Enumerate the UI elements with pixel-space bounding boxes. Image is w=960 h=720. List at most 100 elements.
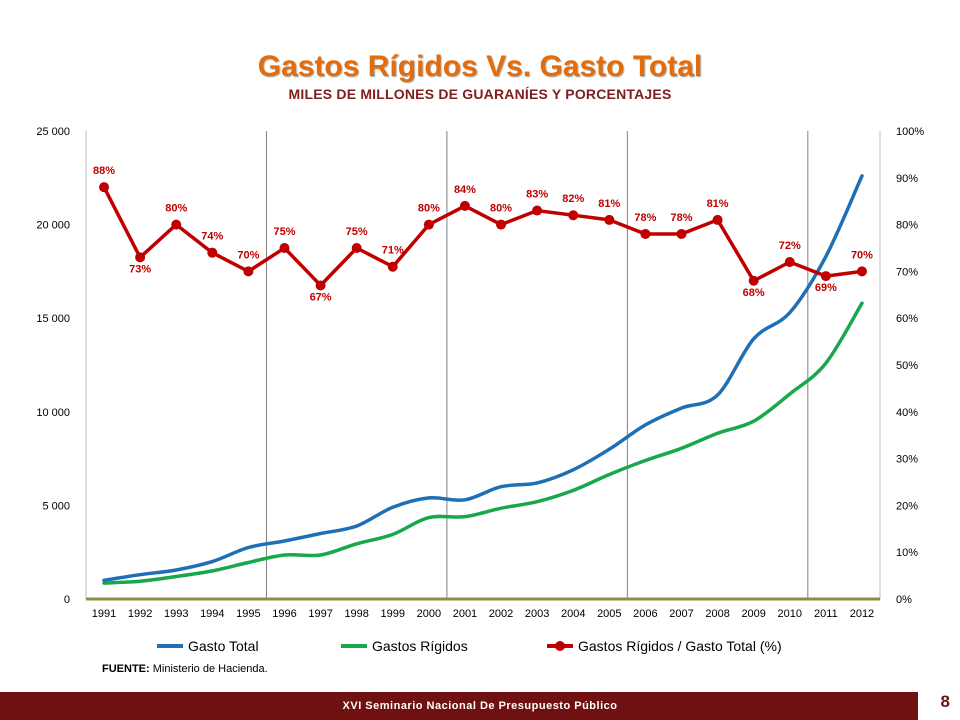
x-tick-label: 2011 xyxy=(814,608,838,620)
y-right-tick-label: 80% xyxy=(896,220,918,232)
ratio-data-label: 82% xyxy=(562,193,584,205)
ratio-point xyxy=(171,219,182,230)
ratio-point xyxy=(423,219,434,230)
ratio-point xyxy=(640,228,651,239)
legend-marker xyxy=(555,641,565,651)
x-tick-label: 1999 xyxy=(381,608,405,620)
ratio-point xyxy=(712,214,723,225)
y-left-tick-label: 20 000 xyxy=(36,220,70,232)
gasto-total-line xyxy=(102,174,864,583)
chart-subtitle: MILES DE MILLONES DE GUARANÍES Y PORCENT… xyxy=(288,86,672,102)
ratio-point xyxy=(351,243,362,253)
ratio-data-label: 81% xyxy=(707,198,729,210)
ratio-point xyxy=(387,261,398,272)
page-number: 8 xyxy=(940,692,950,711)
y-right-tick-label: 20% xyxy=(896,500,918,512)
ratio-data-label: 75% xyxy=(346,226,368,238)
ratio-data-label: 78% xyxy=(670,212,692,224)
ratio-point xyxy=(676,228,687,239)
ratio-data-label: 80% xyxy=(418,203,440,215)
gastos-rigidos-line xyxy=(102,301,864,585)
x-tick-label: 1998 xyxy=(344,608,368,620)
x-tick-label: 2009 xyxy=(741,608,765,620)
ratio-data-label: 81% xyxy=(598,198,620,210)
ratio-point xyxy=(748,275,759,286)
ratio-point xyxy=(135,252,146,263)
source-text: Ministerio de Hacienda. xyxy=(149,663,268,675)
ratio-data-label: 74% xyxy=(201,231,223,243)
y-left-tick-label: 5 000 xyxy=(42,500,70,512)
footer-bar: XVI Seminario Nacional De Presupuesto Pú… xyxy=(0,692,960,720)
ratio-data-label: 72% xyxy=(779,240,801,252)
y-left-tick-label: 10 000 xyxy=(36,407,70,419)
ratio-point xyxy=(496,219,507,230)
source-label: FUENTE: xyxy=(102,663,150,675)
ratio-data-label: 68% xyxy=(743,287,765,299)
ratio-point xyxy=(568,210,579,221)
y-right-tick-label: 100% xyxy=(896,126,924,138)
ratio-point xyxy=(207,247,218,258)
x-tick-label: 2012 xyxy=(850,608,874,620)
legend-label: Gastos Rígidos xyxy=(372,638,468,654)
x-tick-label: 2007 xyxy=(669,608,693,620)
x-tick-label: 2010 xyxy=(778,608,802,620)
legend-label: Gasto Total xyxy=(188,638,259,654)
y-right-tick-label: 10% xyxy=(896,547,918,559)
x-tick-label: 2003 xyxy=(525,608,549,620)
ratio-point xyxy=(315,280,326,291)
y-right-tick-label: 40% xyxy=(896,407,918,419)
x-tick-label: 2001 xyxy=(453,608,477,620)
y-right-tick-label: 60% xyxy=(896,313,918,325)
y-right-tick-label: 90% xyxy=(896,173,918,185)
ratio-point xyxy=(820,271,831,282)
ratio-point xyxy=(784,257,795,268)
x-tick-label: 1993 xyxy=(164,608,188,620)
ratio-point xyxy=(856,266,867,277)
chart-canvas: 0 5 000 10 000 15 000 20 000 25 000 0% 10% 20% 30… xyxy=(36,126,924,654)
ratio-point xyxy=(99,182,110,193)
y-right-tick-label: 70% xyxy=(896,266,918,278)
ratio-point xyxy=(243,266,254,277)
x-tick-label: 2000 xyxy=(417,608,441,620)
y-right-tick-label: 50% xyxy=(896,360,918,372)
y-left-tick-label: 25 000 xyxy=(36,126,70,138)
x-tick-label: 2006 xyxy=(633,608,657,620)
y-right-tick-label: 30% xyxy=(896,454,918,466)
ratio-data-label: 73% xyxy=(129,263,151,275)
ratio-data-label: 84% xyxy=(454,184,476,196)
footer-text: XVI Seminario Nacional De Presupuesto Pú… xyxy=(342,700,618,712)
ratio-point xyxy=(532,205,543,216)
ratio-data-label: 80% xyxy=(165,203,187,215)
ratio-data-label: 70% xyxy=(237,249,259,261)
ratio-point xyxy=(279,243,290,253)
x-tick-label: 1996 xyxy=(272,608,296,620)
x-tick-label: 1994 xyxy=(200,608,224,620)
source-note: FUENTE: Ministerio de Hacienda. xyxy=(102,663,268,675)
x-tick-label: 1991 xyxy=(92,608,116,620)
y-left-tick-label: 0 xyxy=(64,594,70,606)
ratio-data-label: 88% xyxy=(93,165,115,177)
y-left-tick-label: 15 000 xyxy=(36,313,70,325)
ratio-data-label: 69% xyxy=(815,282,837,294)
x-tick-label: 1997 xyxy=(308,608,332,620)
ratio-data-label: 83% xyxy=(526,189,548,201)
ratio-data-label: 70% xyxy=(851,249,873,261)
x-tick-label: 2004 xyxy=(561,608,585,620)
x-tick-label: 2005 xyxy=(597,608,621,620)
ratio-line xyxy=(102,186,863,288)
ratio-data-label: 67% xyxy=(310,291,332,303)
ratio-data-label: 75% xyxy=(273,226,295,238)
ratio-data-label: 78% xyxy=(634,212,656,224)
legend-label: Gastos Rígidos / Gasto Total (%) xyxy=(578,638,782,654)
x-tick-label: 2008 xyxy=(705,608,729,620)
page-number-box xyxy=(918,686,960,720)
ratio-data-label: 80% xyxy=(490,203,512,215)
ratio-point xyxy=(459,200,470,211)
ratio-point xyxy=(604,214,615,225)
y-right-tick-label: 0% xyxy=(896,594,912,606)
chart-title: Gastos Rígidos Vs. Gasto Total xyxy=(257,50,703,83)
x-tick-label: 1992 xyxy=(128,608,152,620)
ratio-data-label: 71% xyxy=(382,245,404,257)
x-tick-label: 2002 xyxy=(489,608,513,620)
x-tick-label: 1995 xyxy=(236,608,260,620)
